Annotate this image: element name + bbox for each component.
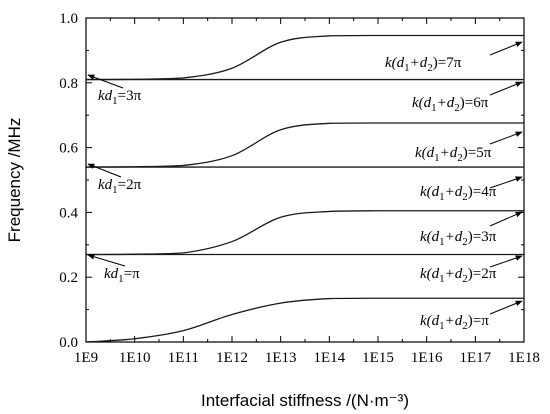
x-tick-label: 1E15 (362, 350, 394, 366)
y-tick-label: 1.0 (59, 11, 78, 27)
y-tick-label: 0.8 (59, 76, 78, 92)
annotation-label: k(d1+d2)=2π (420, 266, 497, 285)
annotation-arrow (489, 81, 523, 96)
x-tick-label: 1E9 (74, 350, 98, 366)
y-axis-title: Frequency /MHz (5, 118, 24, 243)
series-line-1 (85, 297, 524, 343)
annotation-label: kd1=π (104, 266, 140, 285)
x-tick-label: 1E16 (411, 350, 443, 366)
y-tick-label: 0.2 (59, 270, 78, 286)
annotation-label: k(d1+d2)=6π (412, 95, 489, 114)
annotation-label: k(d1+d2)=4π (420, 184, 497, 203)
y-tick-label: 0.4 (59, 205, 78, 221)
x-axis-title: Interfacial stiffness /(N·m⁻³) (201, 391, 409, 410)
axes: 1E9 1E10 1E11 1E12 1E13 1E14 1E15 1E16 1E17 1E18 0… (59, 11, 540, 366)
x-tick-label: 1E14 (313, 350, 345, 366)
annotation-arrow (489, 131, 523, 145)
annotation-label: k(d1+d2)=7π (385, 55, 462, 74)
series-line-7 (85, 34, 524, 81)
annotation-arrow (489, 41, 523, 56)
annotation-arrow (489, 255, 523, 268)
x-tick-label: 1E11 (168, 350, 199, 366)
annotation-arrow (87, 254, 126, 267)
x-tick-label: 1E18 (508, 350, 540, 366)
x-tick-label: 1E10 (119, 350, 151, 366)
series-line-5 (85, 122, 524, 168)
annotation-arrow (87, 74, 124, 89)
y-tick-label: 0.6 (59, 141, 78, 157)
annotation-arrow (489, 300, 523, 315)
annotation-arrow (489, 211, 523, 227)
annotation-label: k(d1+d2)=π (420, 313, 489, 332)
x-tick-label: 1E17 (459, 350, 491, 366)
curve-annotations: kd1=3π kd1=2π kd1=π k(d1+d2)=7π k(d1+d2)=6π k… (87, 41, 523, 332)
series-curves (85, 34, 524, 343)
x-tick-label: 1E13 (265, 350, 297, 366)
annotation-arrow (87, 163, 122, 178)
annotation-label: k(d1+d2)=5π (415, 145, 492, 164)
x-tick-label: 1E12 (216, 350, 248, 366)
annotation-label: kd1=3π (98, 88, 142, 107)
y-tick-label: 0.0 (59, 335, 78, 351)
series-line-3 (85, 210, 524, 256)
annotation-arrow (489, 176, 523, 189)
annotation-label: k(d1+d2)=3π (420, 229, 497, 248)
annotation-label: kd1=2π (98, 177, 142, 196)
